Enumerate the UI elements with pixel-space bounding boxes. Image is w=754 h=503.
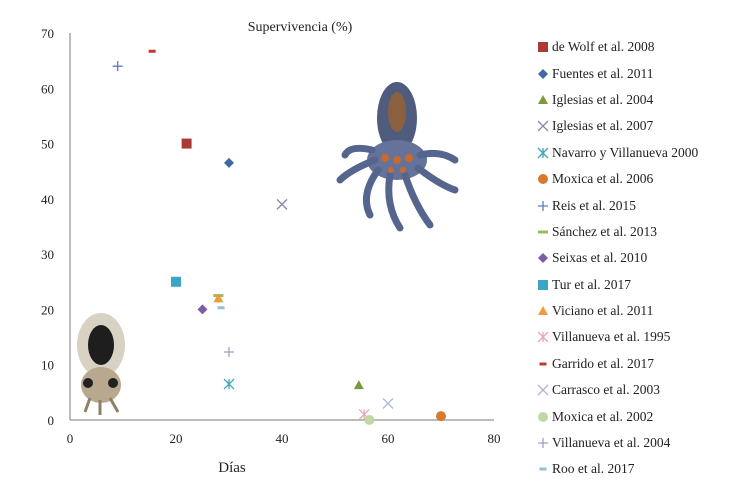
legend-marker-icon (538, 306, 548, 316)
legend-marker-icon (538, 174, 548, 185)
legend-label: Reis et al. 2015 (552, 197, 636, 213)
data-point (148, 49, 156, 53)
x-tick-label: 80 (488, 431, 501, 446)
legend-item: Moxica et al. 2002 (536, 403, 698, 429)
legend-label: Tur et al. 2017 (552, 276, 632, 292)
legend-marker-icon (538, 411, 548, 422)
legend-marker-icon (538, 230, 548, 234)
data-point (181, 138, 192, 149)
paralarva-illustration (77, 313, 125, 415)
legend-item: Fuentes et al. 2011 (536, 60, 698, 86)
legend-item: Tur et al. 2017 (536, 272, 698, 298)
legend-label: Moxica et al. 2006 (552, 171, 654, 187)
y-tick-label: 20 (41, 302, 54, 317)
legend-item: Viciano et al. 2011 (536, 298, 698, 324)
legend-marker-icon (537, 120, 549, 132)
y-tick-label: 0 (48, 413, 55, 428)
legend-item: Sánchez et al. 2013 (536, 219, 698, 245)
legend-item: Carrasco et al. 2003 (536, 377, 698, 403)
legend-item: Reis et al. 2015 (536, 192, 698, 218)
x-tick-label: 40 (276, 431, 289, 446)
legend-item: Villanueva et al. 1995 (536, 324, 698, 350)
data-point (224, 346, 234, 357)
legend-label: Sánchez et al. 2013 (552, 223, 657, 239)
y-tick-label: 10 (41, 358, 54, 373)
legend-item: Iglesias et al. 2007 (536, 113, 698, 139)
legend-marker-icon (537, 332, 549, 343)
chart-title: Supervivencia (%) (248, 20, 353, 35)
legend-marker-icon (538, 94, 548, 104)
y-tick-label: 30 (41, 247, 54, 262)
legend-item: Garrido et al. 2017 (536, 351, 698, 377)
legend-label: Villanueva et al. 2004 (552, 435, 671, 451)
legend-item: Roo et al. 2017 (536, 456, 698, 482)
legend-marker-icon (538, 68, 548, 79)
legend-item: Navarro y Villanueva 2000 (536, 140, 698, 166)
legend-label: Iglesias et al. 2007 (552, 118, 654, 134)
legend-item: Moxica et al. 2006 (536, 166, 698, 192)
legend-marker-icon (539, 362, 547, 366)
legend-label: Fuentes et al. 2011 (552, 65, 654, 81)
y-tick-label: 50 (41, 137, 54, 152)
legend-label: Iglesias et al. 2004 (552, 91, 654, 107)
legend-label: Garrido et al. 2017 (552, 355, 654, 371)
x-tick-label: 20 (170, 431, 183, 446)
data-point (436, 411, 446, 422)
chart-legend: de Wolf et al. 2008 Fuentes et al. 2011 Ig… (536, 34, 698, 483)
legend-item: de Wolf et al. 2008 (536, 34, 698, 60)
legend-marker-icon (538, 279, 548, 290)
octopus-illustration (336, 82, 459, 232)
x-axis-label: Días (218, 460, 246, 476)
legend-label: Navarro y Villanueva 2000 (552, 144, 699, 160)
y-tick-label: 70 (41, 26, 54, 41)
data-point (112, 61, 123, 72)
y-tick-label: 40 (41, 192, 54, 207)
legend-item: Villanueva et al. 2004 (536, 430, 698, 456)
data-point (171, 276, 181, 287)
data-point (382, 397, 394, 409)
x-tick-label: 0 (67, 431, 74, 446)
y-tick-label: 60 (41, 81, 54, 96)
legend-label: Villanueva et al. 1995 (552, 329, 671, 345)
x-tick-label: 60 (382, 431, 395, 446)
legend-marker-icon (538, 200, 548, 211)
legend-label: Seixas et al. 2010 (552, 250, 648, 266)
data-point (223, 378, 235, 390)
data-point (197, 304, 208, 315)
data-point (217, 306, 225, 310)
data-point (224, 157, 234, 168)
legend-marker-icon (538, 42, 548, 53)
legend-label: Roo et al. 2017 (552, 461, 635, 477)
legend-label: Viciano et al. 2011 (552, 303, 654, 319)
legend-marker-icon (539, 467, 547, 471)
legend-marker-icon (538, 253, 548, 264)
legend-item: Iglesias et al. 2004 (536, 87, 698, 113)
legend-label: Moxica et al. 2002 (552, 408, 654, 424)
data-point (364, 415, 375, 425)
legend-label: de Wolf et al. 2008 (552, 39, 655, 55)
data-point (353, 380, 364, 390)
legend-label: Carrasco et al. 2003 (552, 382, 660, 398)
legend-marker-icon (538, 438, 548, 449)
data-point (276, 198, 288, 210)
legend-marker-icon (537, 147, 549, 159)
legend-marker-icon (537, 384, 549, 396)
legend-item: Seixas et al. 2010 (536, 245, 698, 271)
data-point (213, 293, 224, 303)
